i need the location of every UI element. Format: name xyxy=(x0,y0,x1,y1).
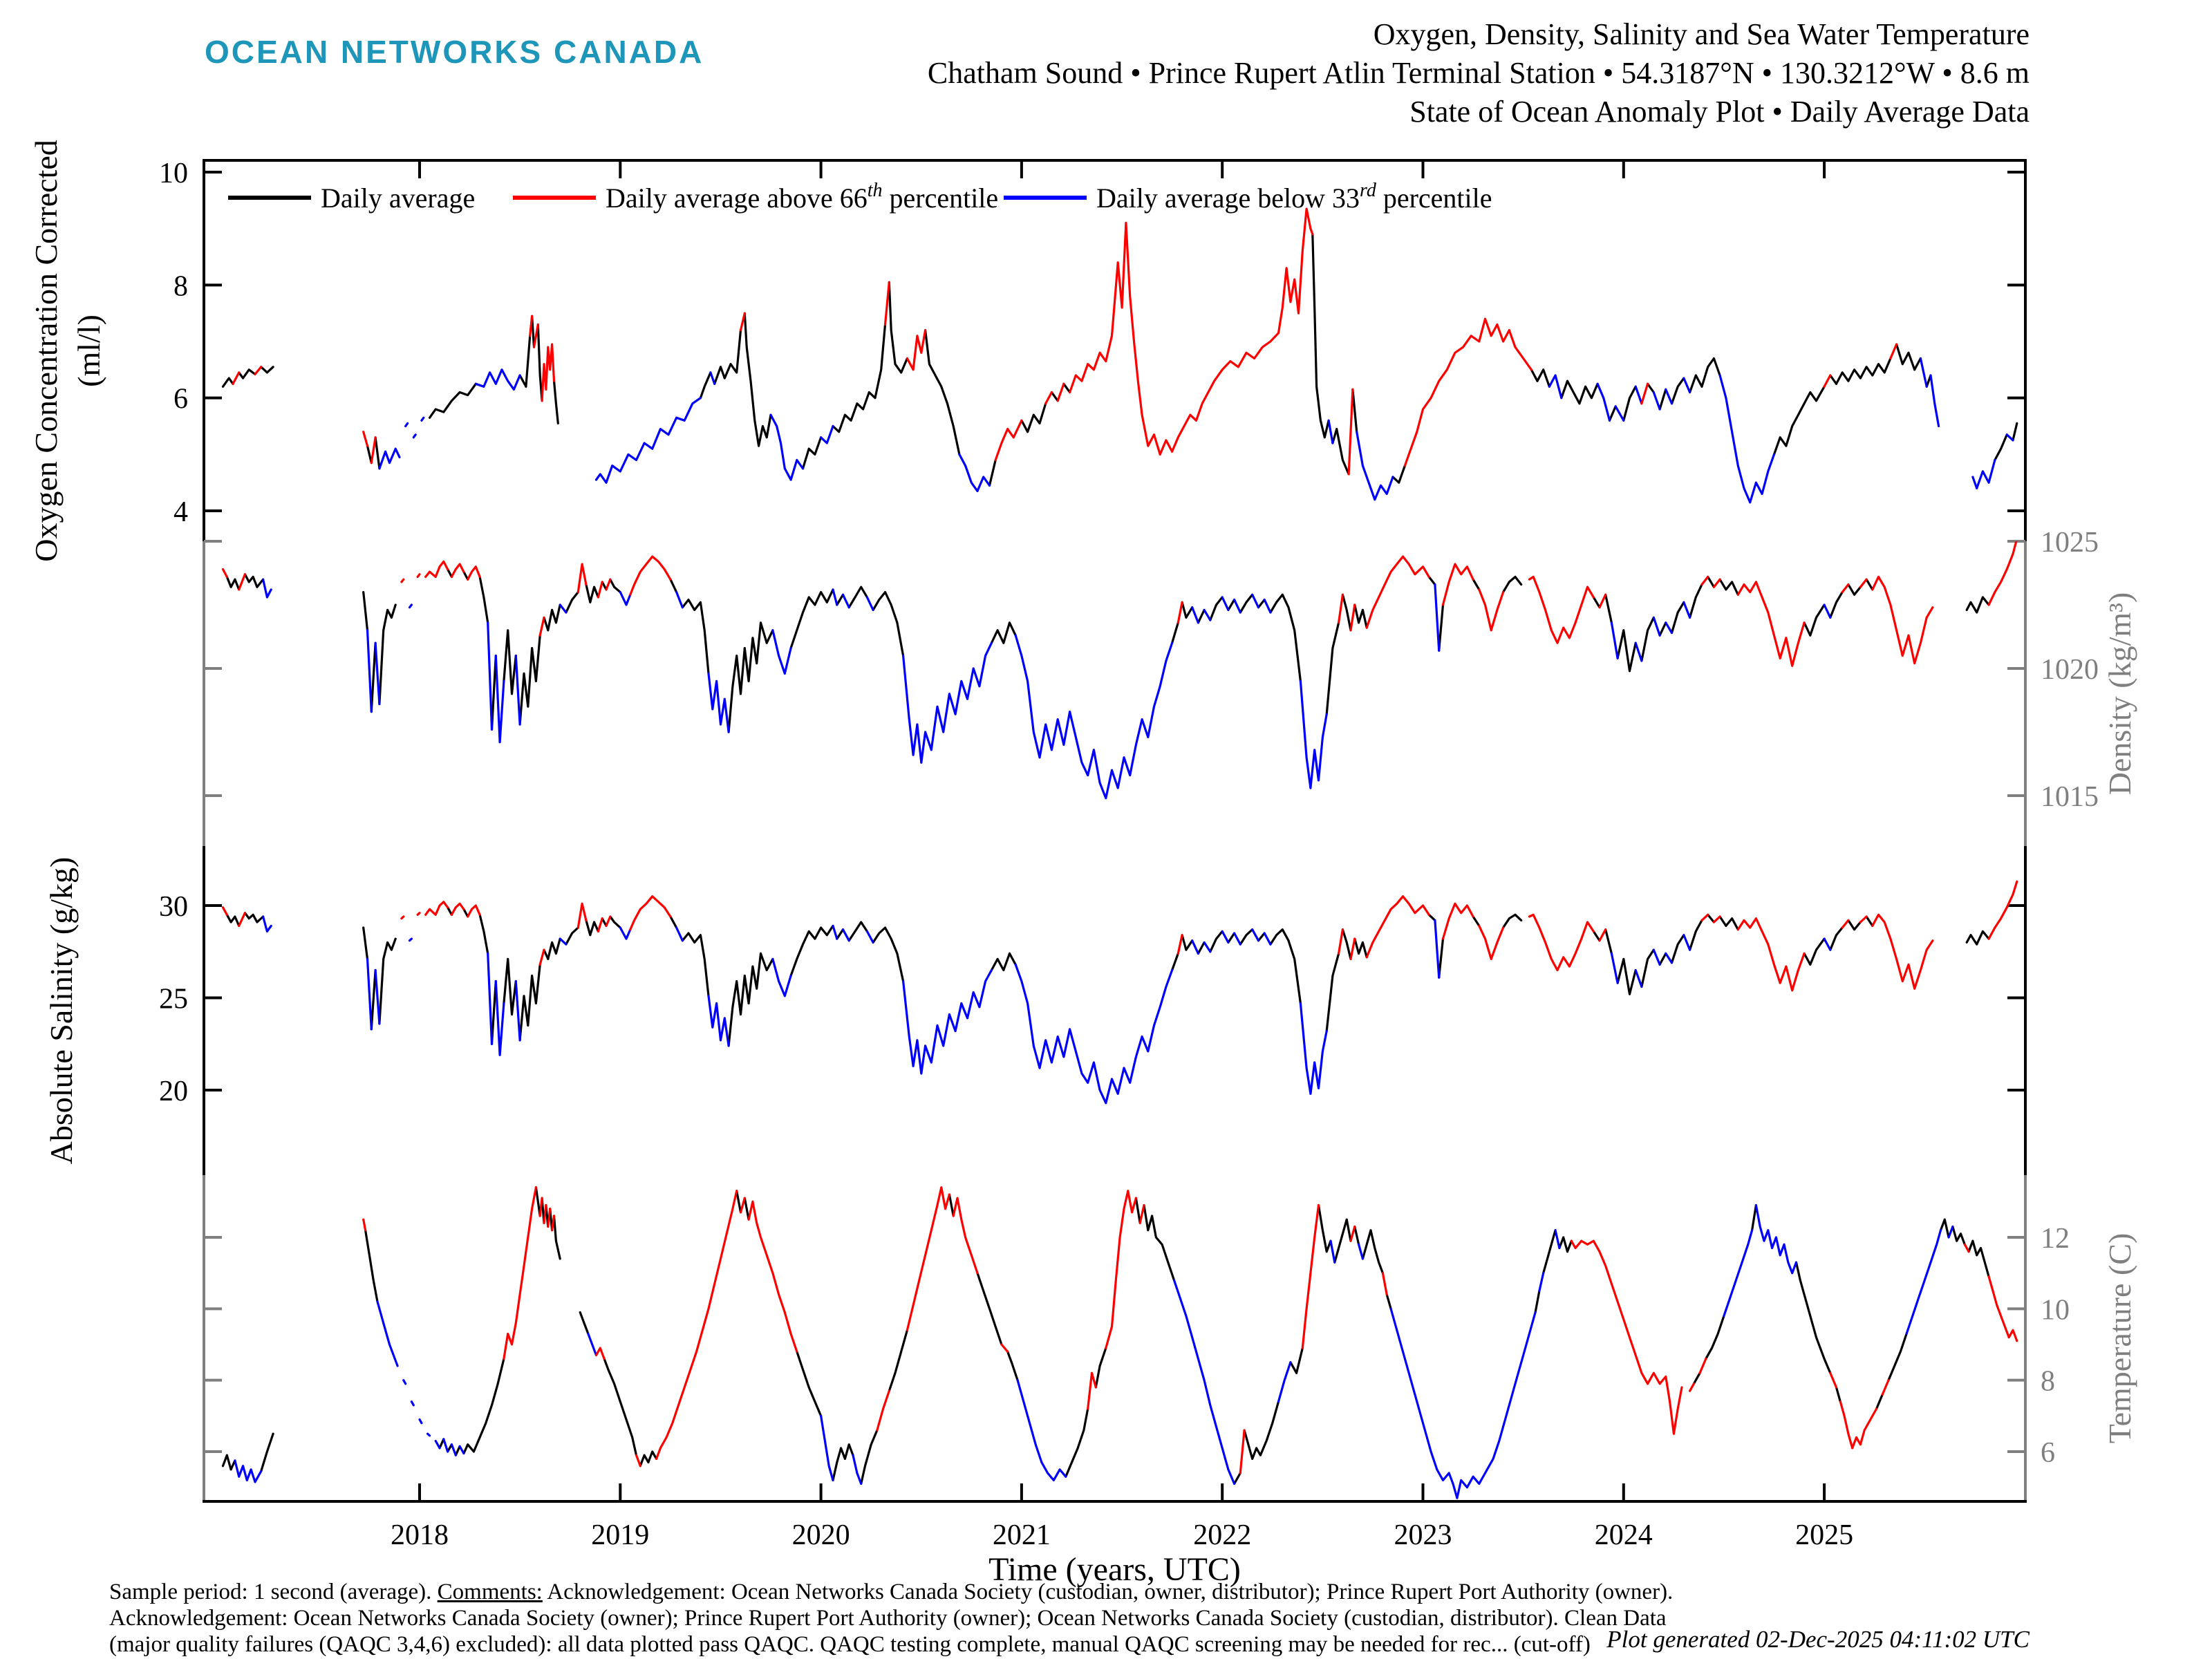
x-tick-label: 2024 xyxy=(1595,1519,1653,1551)
y-tick-label-temperature: 12 xyxy=(2041,1223,2070,1255)
y-tick-label-temperature: 10 xyxy=(2041,1294,2070,1326)
series-temperature xyxy=(221,1186,2018,1499)
x-tick-label: 2023 xyxy=(1394,1519,1452,1551)
legend-label: Daily average below 33rd percentile xyxy=(1096,180,1492,214)
footer-comments: Sample period: 1 second (average). Comme… xyxy=(109,1579,1673,1658)
plot-title-line3: State of Ocean Anomaly Plot • Daily Aver… xyxy=(1409,95,2030,129)
y-tick-label-oxygen: 6 xyxy=(174,384,188,415)
x-axis-label: Time (years, UTC) xyxy=(988,1551,1241,1588)
comments-label: Comments: xyxy=(437,1580,543,1604)
legend-label: Daily average xyxy=(321,182,475,214)
y-tick-label-temperature: 6 xyxy=(2041,1437,2055,1469)
legend-label: Daily average above 66th percentile xyxy=(606,180,998,214)
plot-title-line2: Chatham Sound • Prince Rupert Atlin Term… xyxy=(927,56,2030,90)
y-axis-label-density: Density (kg/m³) xyxy=(2102,592,2137,796)
y-tick-label-oxygen: 8 xyxy=(174,270,188,302)
y-axis-label-temperature: Temperature (C) xyxy=(2102,1233,2137,1444)
y-tick-label-temperature: 8 xyxy=(2041,1366,2055,1398)
y-tick-label-density: 1020 xyxy=(2041,654,2099,686)
y-tick-label-salinity: 30 xyxy=(159,891,188,923)
x-tick-label: 2020 xyxy=(792,1519,850,1551)
x-tick-label: 2021 xyxy=(993,1519,1051,1551)
ocean-networks-canada-logo: OCEAN NETWORKS CANADA xyxy=(205,34,704,70)
x-tick-label: 2022 xyxy=(1193,1519,1251,1551)
footer-line1: Sample period: 1 second (average). Comme… xyxy=(109,1580,1674,1604)
series-salinity xyxy=(221,880,2018,1105)
x-tick-label: 2018 xyxy=(391,1519,449,1551)
y-tick-label-density: 1015 xyxy=(2041,781,2099,813)
plot-title-line1: Oxygen, Density, Salinity and Sea Water … xyxy=(1373,17,2030,51)
series-density xyxy=(221,541,2018,800)
series-oxygen xyxy=(221,207,2018,504)
y-tick-label-salinity: 20 xyxy=(159,1076,188,1107)
y-tick-label-oxygen: 10 xyxy=(159,158,188,189)
x-tick-label: 2019 xyxy=(591,1519,649,1551)
plot-generated-timestamp: Plot generated 02-Dec-2025 04:11:02 UTC xyxy=(1606,1626,2030,1653)
y-tick-label-salinity: 25 xyxy=(159,984,188,1015)
x-tick-label: 2025 xyxy=(1795,1519,1853,1551)
footer-line3: (major quality failures (QAQC 3,4,6) exc… xyxy=(109,1632,1591,1657)
y-axis-label-salinity: Absolute Salinity (g/kg) xyxy=(44,857,79,1165)
title-block: Oxygen, Density, Salinity and Sea Water … xyxy=(928,15,2030,131)
y-tick-label-density: 1025 xyxy=(2041,527,2099,559)
y-axis-label-oxygen: Oxygen Concentration Corrected xyxy=(28,140,64,562)
footer-line2: Acknowledgement: Ocean Networks Canada S… xyxy=(109,1606,1667,1631)
y-tick-label-oxygen: 4 xyxy=(174,496,188,528)
y-axis-label-oxygen: (ml/l) xyxy=(71,315,106,387)
